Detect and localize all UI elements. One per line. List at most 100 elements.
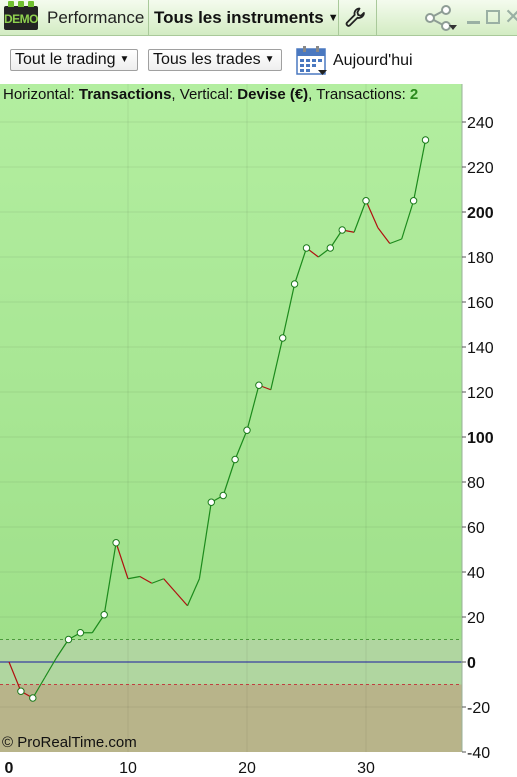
- date-range-label[interactable]: Aujourd'hui: [333, 52, 413, 69]
- equity-segment-down: [175, 591, 188, 607]
- y-tick-label: 40: [467, 565, 485, 582]
- vertical-value: Devise (€): [237, 86, 309, 103]
- equity-segment-down: [8, 661, 22, 692]
- chevron-down-icon: ▼: [327, 12, 339, 24]
- y-axis-panel: [462, 84, 517, 777]
- equity-point: [255, 381, 263, 389]
- minimize-icon[interactable]: [466, 8, 482, 26]
- trades-filter-dropdown[interactable]: Tous les trades ▼: [148, 49, 282, 71]
- y-tick-label: 180: [467, 250, 494, 267]
- equity-segment-up: [246, 385, 260, 431]
- equity-point: [231, 455, 239, 464]
- equity-segment-down: [115, 542, 129, 579]
- title-bar: DEMO Performance Tous les instruments ▼ ✕: [0, 0, 517, 36]
- horizontal-label: Horizontal:: [3, 86, 75, 103]
- trading-filter-label: Tout le trading: [15, 51, 116, 68]
- demo-badge-label: DEMO: [4, 12, 39, 26]
- equity-segment-down: [365, 200, 379, 228]
- y-tick-label: -40: [467, 745, 490, 762]
- equity-segment-up: [389, 238, 402, 245]
- equity-point: [362, 197, 370, 205]
- equity-segment-up: [32, 677, 46, 699]
- equity-point: [64, 635, 73, 644]
- chevron-down-icon: ▼: [264, 54, 275, 65]
- chevron-down-icon: ▼: [119, 54, 130, 65]
- equity-segment-up: [413, 139, 427, 201]
- calendar-icon[interactable]: [296, 46, 328, 76]
- equity-point: [76, 629, 85, 637]
- x-tick-label: 20: [238, 760, 256, 777]
- y-tick-label: 80: [467, 475, 485, 492]
- equity-point: [219, 491, 227, 500]
- equity-point: [29, 694, 37, 702]
- loss-zone: [0, 684, 462, 752]
- x-tick-label: 10: [119, 760, 137, 777]
- chart-info-bar: Horizontal: Transactions, Vertical: Devi…: [3, 86, 419, 103]
- equity-segment-down: [163, 578, 177, 593]
- y-tick-label: 120: [467, 385, 494, 402]
- equity-point: [112, 539, 120, 547]
- toolbar: Tout le trading ▼ Tous les trades ▼ Aujour…: [0, 36, 517, 84]
- close-icon[interactable]: ✕: [504, 4, 517, 29]
- y-tick-label: 60: [467, 520, 485, 537]
- equity-point: [279, 334, 287, 342]
- chart-svg: -40-200204060801001201401601802002202400…: [0, 84, 517, 777]
- title-separator: [148, 0, 149, 36]
- y-tick-label: 100: [467, 430, 494, 447]
- x-axis-panel: [0, 752, 462, 777]
- title-separator: [376, 0, 377, 36]
- maximize-icon[interactable]: [486, 10, 500, 24]
- profit-zone: [0, 84, 462, 640]
- equity-point: [290, 280, 299, 288]
- equity-segment-up: [222, 459, 236, 496]
- equity-segment-up: [294, 247, 308, 285]
- equity-segment-up: [198, 502, 212, 579]
- x-tick-label: 0: [5, 760, 14, 777]
- y-tick-label: -20: [467, 700, 490, 717]
- equity-segment-up: [234, 430, 248, 460]
- vertical-label: Vertical:: [179, 86, 234, 103]
- equity-segment-up: [270, 337, 284, 390]
- window-title: Performance: [47, 8, 145, 27]
- transactions-value: 2: [409, 86, 419, 103]
- equity-point: [100, 611, 108, 619]
- equity-point: [207, 498, 216, 506]
- x-tick-label: 30: [357, 760, 375, 777]
- wrench-icon[interactable]: [344, 6, 368, 30]
- y-tick-label: 140: [467, 340, 494, 357]
- y-tick-label: 160: [467, 295, 494, 312]
- y-tick-label: 20: [467, 610, 485, 627]
- equity-segment-up: [282, 283, 296, 339]
- trades-filter-label: Tous les trades: [153, 51, 261, 68]
- equity-chart[interactable]: -40 -20 0 20 40 60 80 100 120 140 160 180 200 220 240 0…: [0, 84, 517, 777]
- equity-point: [326, 244, 334, 252]
- equity-point: [338, 226, 346, 234]
- equity-segment-up: [151, 578, 164, 584]
- horizontal-value: Transactions: [78, 86, 172, 103]
- demo-badge: DEMO: [4, 1, 39, 30]
- share-icon[interactable]: [423, 5, 457, 31]
- instrument-dropdown-label: Tous les instruments: [154, 8, 324, 27]
- equity-point: [17, 687, 25, 695]
- instrument-dropdown[interactable]: Tous les instruments ▼: [154, 8, 339, 28]
- equity-point: [243, 426, 251, 434]
- equity-segment-up: [127, 575, 141, 580]
- equity-segment-up: [401, 200, 415, 240]
- equity-segment-down: [139, 575, 153, 584]
- transactions-label: Transactions:: [316, 86, 406, 103]
- equity-segment-up: [103, 542, 117, 615]
- equity-point: [421, 136, 430, 144]
- equity-segment-up: [353, 200, 367, 233]
- equity-segment-up: [44, 657, 58, 679]
- copyright-notice: © ProRealTime.com: [2, 734, 137, 751]
- y-tick-label: 200: [467, 205, 494, 222]
- y-tick-label: 240: [467, 115, 494, 132]
- equity-point: [302, 244, 311, 252]
- equity-point: [409, 197, 418, 205]
- y-tick-label: 220: [467, 160, 494, 177]
- y-tick-label: 0: [467, 655, 476, 672]
- title-separator: [338, 0, 339, 36]
- equity-segment-down: [377, 227, 391, 244]
- trading-filter-dropdown[interactable]: Tout le trading ▼: [10, 49, 138, 71]
- equity-segment-up: [186, 578, 200, 606]
